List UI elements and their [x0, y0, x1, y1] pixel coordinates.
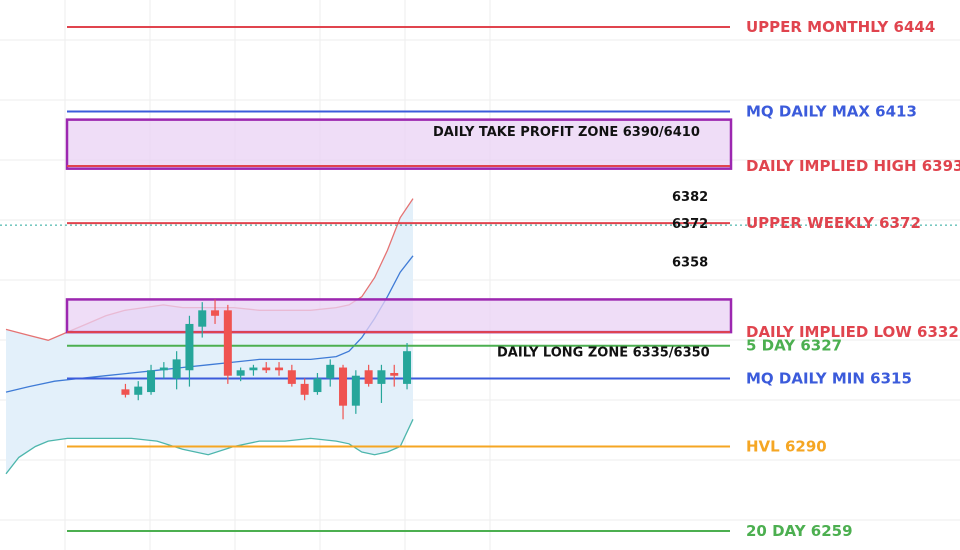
- daily-long-zone-label: DAILY LONG ZONE 6335/6350: [497, 346, 710, 361]
- candle-3: [159, 362, 168, 379]
- band-fill: [6, 198, 413, 474]
- mq-daily-max-label: MQ DAILY MAX 6413: [746, 102, 917, 120]
- candle-12: [275, 362, 284, 376]
- daily-take-profit-zone-label: DAILY TAKE PROFIT ZONE 6390/6410: [433, 125, 700, 140]
- candle-body-2: [147, 370, 156, 393]
- candle-body-14: [300, 383, 309, 395]
- daily-implied-low-label: DAILY IMPLIED LOW 6332: [746, 323, 959, 341]
- candle-16: [326, 359, 335, 387]
- candle-4: [172, 351, 181, 390]
- candle-body-19: [364, 370, 373, 384]
- labels-layer: UPPER MONTHLY 6444 MQ DAILY MAX 6413 DAILY…: [433, 18, 960, 540]
- candle-22: [403, 343, 412, 390]
- candle-body-1: [134, 386, 143, 395]
- band-label-6358: 6358: [672, 255, 708, 270]
- candle-body-3: [159, 367, 168, 371]
- candle-body-6: [198, 310, 207, 327]
- candle-1: [134, 381, 143, 401]
- candle-6: [198, 302, 207, 338]
- candle-body-16: [326, 364, 335, 379]
- candle-19: [364, 364, 373, 387]
- hvl-label: HVL 6290: [746, 438, 827, 456]
- candle-body-4: [172, 359, 181, 379]
- candle-13: [287, 364, 296, 387]
- five-day-label: 5 DAY 6327: [746, 337, 842, 355]
- candle-11: [262, 362, 271, 373]
- mq-daily-min-label: MQ DAILY MIN 6315: [746, 369, 912, 387]
- candle-21: [390, 364, 399, 387]
- bollinger-band: [5, 198, 414, 475]
- upper-weekly-label: UPPER WEEKLY 6372: [746, 214, 921, 232]
- candle-9: [236, 367, 245, 382]
- candle-17: [339, 364, 348, 420]
- candle-body-21: [390, 372, 399, 376]
- candle-20: [377, 364, 386, 403]
- daily-implied-high-label: DAILY IMPLIED HIGH 6393: [746, 157, 960, 175]
- candle-body-11: [262, 367, 271, 371]
- candle-body-7: [211, 310, 220, 316]
- twenty-day-label: 20 DAY 6259: [746, 522, 853, 540]
- upper-monthly-label: UPPER MONTHLY 6444: [746, 18, 935, 36]
- candle-5: [185, 315, 194, 387]
- daily-take-profit-zone: [65, 118, 733, 170]
- candle-14: [300, 378, 309, 401]
- band-label-6382: 6382: [672, 190, 708, 205]
- levels-layer: [0, 26, 960, 532]
- candle-body-5: [185, 323, 194, 371]
- candle-body-8: [223, 310, 232, 376]
- candle-body-9: [236, 370, 245, 376]
- candle-7: [211, 299, 220, 324]
- candle-body-22: [403, 351, 412, 384]
- candle-body-10: [249, 367, 258, 371]
- candle-2: [147, 364, 156, 395]
- candle-15: [313, 372, 322, 395]
- candles-layer: [121, 299, 412, 420]
- candle-body-13: [287, 370, 296, 384]
- candle-body-0: [121, 389, 130, 395]
- candle-8: [223, 304, 232, 384]
- candle-0: [121, 383, 130, 398]
- candle-18: [351, 370, 360, 414]
- daily-long-zone: [65, 298, 733, 334]
- candle-body-20: [377, 370, 386, 384]
- candle-body-17: [339, 367, 348, 406]
- candle-body-12: [275, 367, 284, 371]
- candle-10: [249, 364, 258, 376]
- band-lower-line: [5, 419, 414, 475]
- zones-layer: [65, 118, 733, 334]
- band-label-6372: 6372: [672, 217, 708, 232]
- candle-body-18: [351, 375, 360, 406]
- candle-body-15: [313, 378, 322, 393]
